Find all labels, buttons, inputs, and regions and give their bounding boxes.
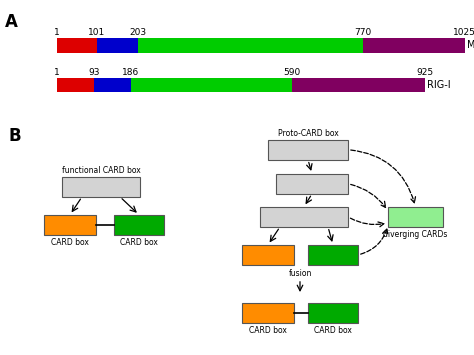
Bar: [131, 78, 292, 92]
Text: diverging CARDs: diverging CARDs: [383, 230, 447, 239]
Text: 590: 590: [283, 68, 300, 77]
Bar: [242, 303, 294, 323]
Bar: [44, 215, 96, 235]
Text: functional CARD box: functional CARD box: [62, 166, 140, 175]
Text: CARD box: CARD box: [120, 238, 158, 247]
Text: fusion: fusion: [288, 269, 312, 278]
Bar: [242, 245, 294, 265]
Bar: [94, 78, 131, 92]
Bar: [137, 38, 363, 53]
Text: 770: 770: [355, 28, 372, 37]
Text: CARD box: CARD box: [51, 238, 89, 247]
Text: B: B: [8, 127, 21, 145]
Text: 186: 186: [122, 68, 139, 77]
Bar: [276, 174, 348, 194]
Text: 1: 1: [55, 28, 60, 37]
Text: RIG-I: RIG-I: [427, 80, 450, 90]
Bar: [268, 140, 348, 160]
Bar: [388, 207, 443, 227]
Text: A: A: [5, 13, 18, 31]
Bar: [57, 38, 97, 53]
Text: MDA-5: MDA-5: [466, 40, 474, 50]
Bar: [62, 177, 140, 197]
Bar: [363, 38, 465, 53]
Text: Proto-CARD box: Proto-CARD box: [278, 129, 338, 138]
Bar: [97, 38, 137, 53]
Bar: [292, 78, 425, 92]
Bar: [308, 303, 358, 323]
Text: 1: 1: [55, 68, 60, 77]
Text: 925: 925: [416, 68, 433, 77]
Text: 93: 93: [88, 68, 100, 77]
Text: 1025: 1025: [453, 28, 474, 37]
Bar: [114, 215, 164, 235]
Text: CARD box: CARD box: [314, 326, 352, 335]
Bar: [260, 207, 348, 227]
Text: 203: 203: [129, 28, 146, 37]
Text: CARD box: CARD box: [249, 326, 287, 335]
Bar: [308, 245, 358, 265]
Bar: [57, 78, 94, 92]
Text: 101: 101: [89, 28, 106, 37]
